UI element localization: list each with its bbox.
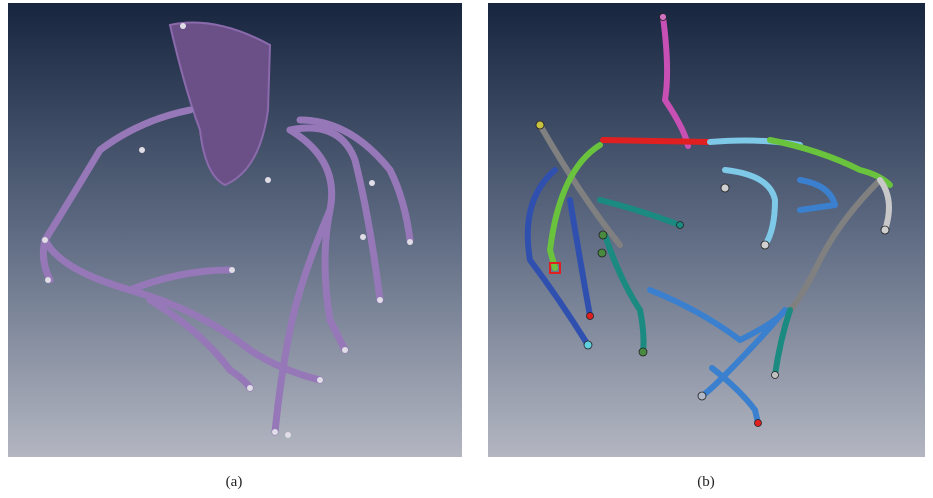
panel-label: (a) — [226, 474, 243, 490]
figure: (a) (b) — [0, 0, 933, 498]
panel-label: (b) — [697, 474, 715, 490]
panel-b — [488, 3, 925, 457]
panel-a — [8, 3, 462, 457]
